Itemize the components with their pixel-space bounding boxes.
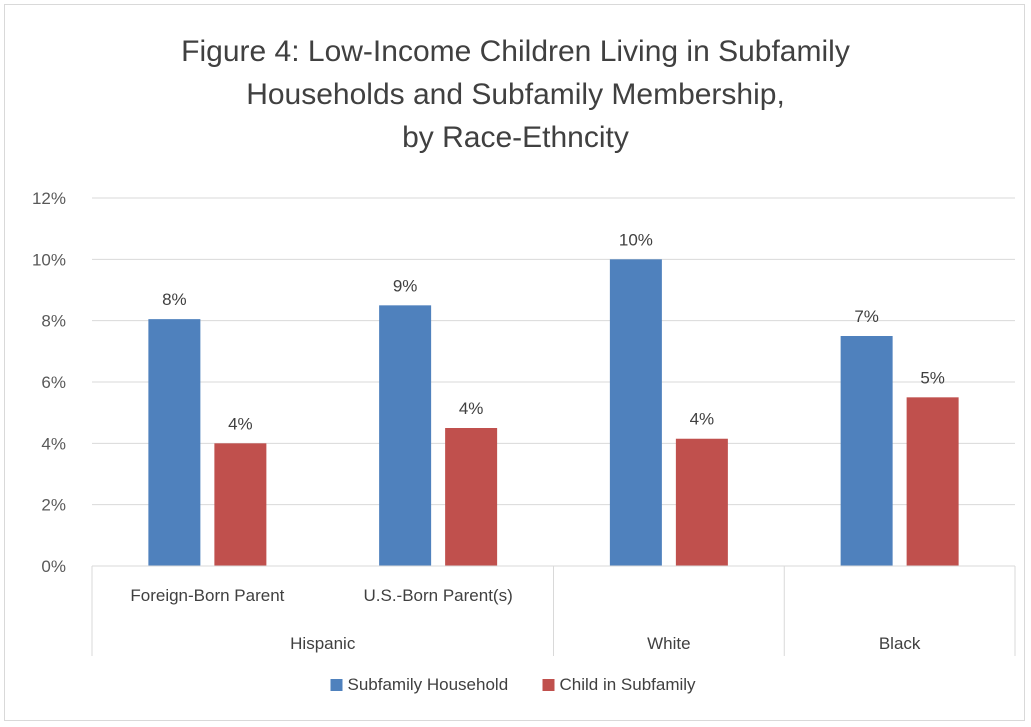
data-label: 9% bbox=[393, 276, 418, 295]
y-tick-label: 4% bbox=[41, 434, 66, 453]
legend-label: Subfamily Household bbox=[348, 675, 509, 694]
chart-title-line-1: Figure 4: Low-Income Children Living in … bbox=[181, 35, 850, 68]
data-label: 10% bbox=[619, 230, 653, 249]
category-label: U.S.-Born Parent(s) bbox=[363, 586, 512, 605]
bar bbox=[445, 428, 498, 566]
group-label: White bbox=[647, 634, 690, 653]
bar bbox=[609, 259, 662, 566]
data-label: 4% bbox=[459, 399, 484, 418]
group-label: Hispanic bbox=[290, 634, 356, 653]
category-label: Foreign-Born Parent bbox=[130, 586, 284, 605]
y-tick-label: 6% bbox=[41, 373, 66, 392]
data-label: 4% bbox=[228, 414, 253, 433]
legend-swatch bbox=[330, 679, 343, 691]
y-tick-label: 0% bbox=[41, 557, 66, 576]
data-label: 5% bbox=[920, 368, 945, 387]
data-label: 8% bbox=[162, 290, 187, 309]
y-tick-label: 12% bbox=[32, 189, 66, 208]
y-tick-label: 10% bbox=[32, 250, 66, 269]
chart-title: Figure 4: Low-Income Children Living in … bbox=[0, 30, 1031, 159]
data-label: 4% bbox=[690, 410, 715, 429]
chart-title-line-2: Households and Subfamily Membership, bbox=[246, 78, 785, 111]
y-tick-label: 2% bbox=[41, 496, 66, 515]
bar bbox=[840, 336, 893, 566]
bar bbox=[214, 443, 267, 566]
bar bbox=[675, 438, 728, 566]
bar bbox=[379, 305, 432, 566]
y-tick-label: 8% bbox=[41, 312, 66, 331]
data-label: 7% bbox=[854, 307, 879, 326]
chart-title-line-3: by Race-Ethncity bbox=[402, 121, 629, 154]
group-label: Black bbox=[879, 634, 921, 653]
bar bbox=[906, 397, 959, 566]
legend-swatch bbox=[542, 679, 555, 691]
bar bbox=[148, 319, 201, 566]
legend-label: Child in Subfamily bbox=[560, 675, 697, 694]
